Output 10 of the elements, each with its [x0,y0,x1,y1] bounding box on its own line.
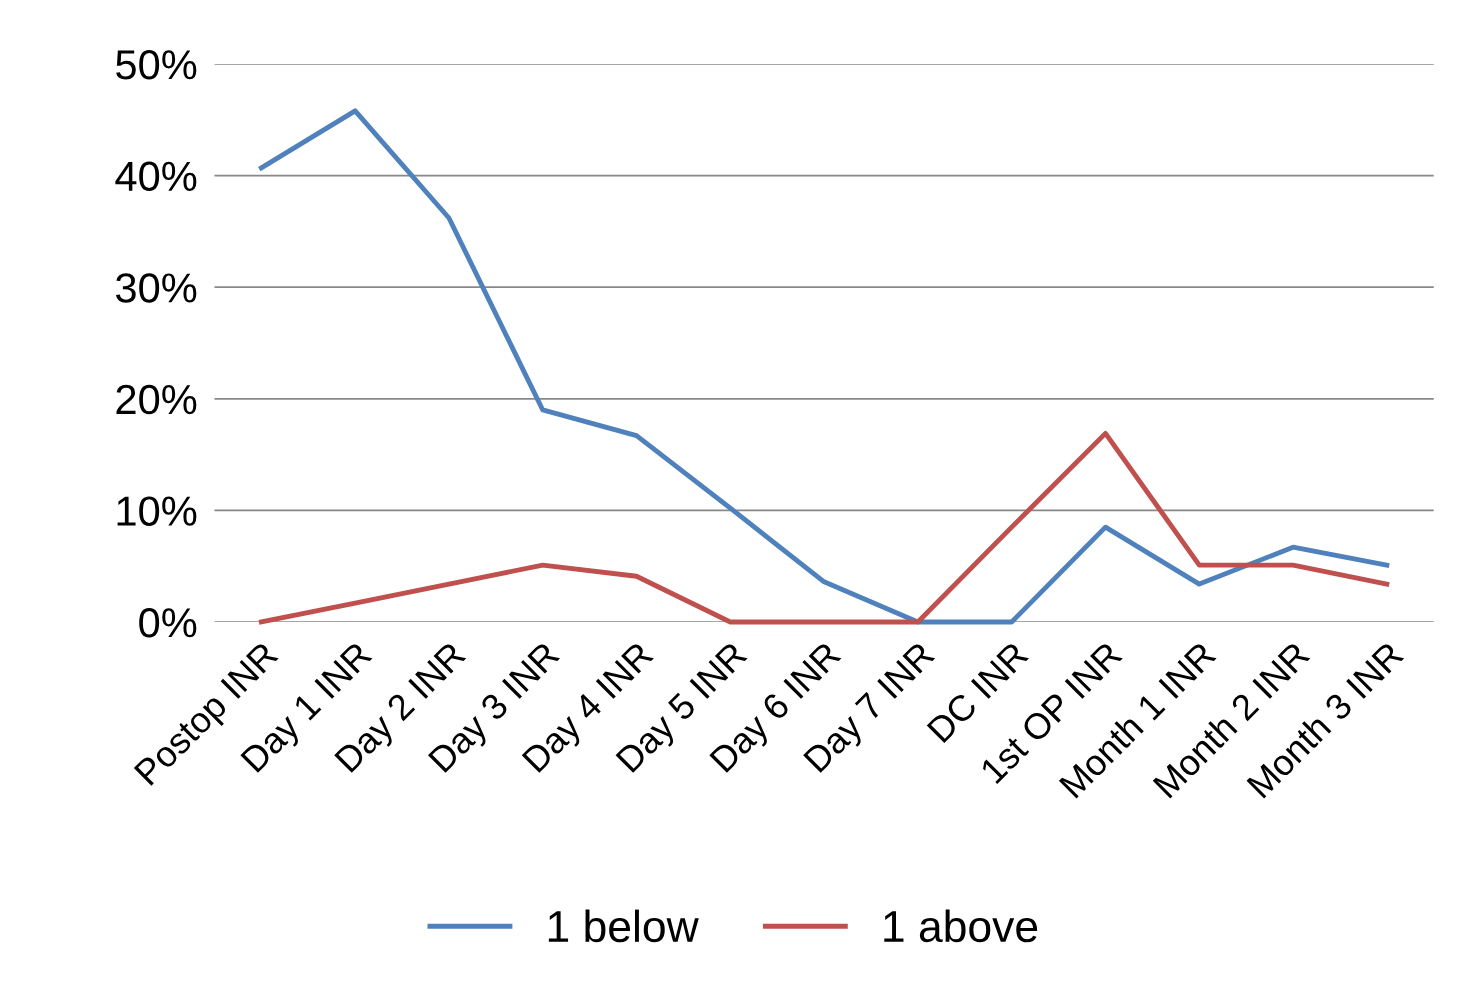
line-series [258,108,1390,625]
y-tick-label: 10% [117,496,197,526]
legend-label: 1 below [548,909,699,943]
y-tick-label: 40% [115,161,197,192]
y-tick-label: 30% [116,273,197,303]
y-tick-label: 50% [116,50,197,80]
line-series [258,430,1390,625]
y-tick-label: 20% [116,384,197,415]
legend-label: 1 above [884,909,1038,943]
y-tick-label: 0% [139,608,197,638]
